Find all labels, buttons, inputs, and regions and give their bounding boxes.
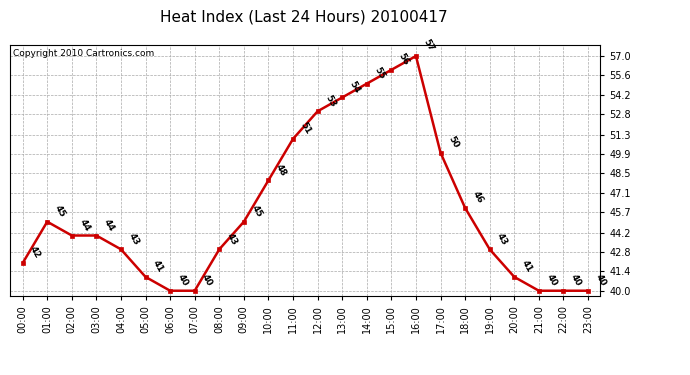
Text: Copyright 2010 Cartronics.com: Copyright 2010 Cartronics.com	[13, 49, 155, 58]
Text: 56: 56	[397, 52, 411, 67]
Text: 44: 44	[102, 217, 116, 233]
Text: 50: 50	[446, 135, 460, 150]
Text: 44: 44	[77, 217, 92, 233]
Text: 45: 45	[249, 204, 264, 219]
Text: 42: 42	[28, 245, 42, 260]
Text: 48: 48	[274, 162, 288, 177]
Text: 53: 53	[323, 93, 337, 108]
Text: 43: 43	[495, 231, 509, 246]
Text: 40: 40	[544, 273, 558, 288]
Text: 40: 40	[593, 273, 608, 288]
Text: 41: 41	[520, 259, 534, 274]
Text: 57: 57	[422, 38, 435, 53]
Text: 40: 40	[569, 273, 583, 288]
Text: 46: 46	[471, 190, 485, 205]
Text: 55: 55	[373, 66, 386, 81]
Text: 41: 41	[151, 259, 165, 274]
Text: 40: 40	[176, 273, 190, 288]
Text: Heat Index (Last 24 Hours) 20100417: Heat Index (Last 24 Hours) 20100417	[160, 9, 447, 24]
Text: 43: 43	[126, 231, 141, 246]
Text: 43: 43	[225, 231, 239, 246]
Text: 40: 40	[200, 273, 215, 288]
Text: 51: 51	[299, 121, 313, 136]
Text: 54: 54	[348, 79, 362, 94]
Text: 45: 45	[52, 204, 67, 219]
